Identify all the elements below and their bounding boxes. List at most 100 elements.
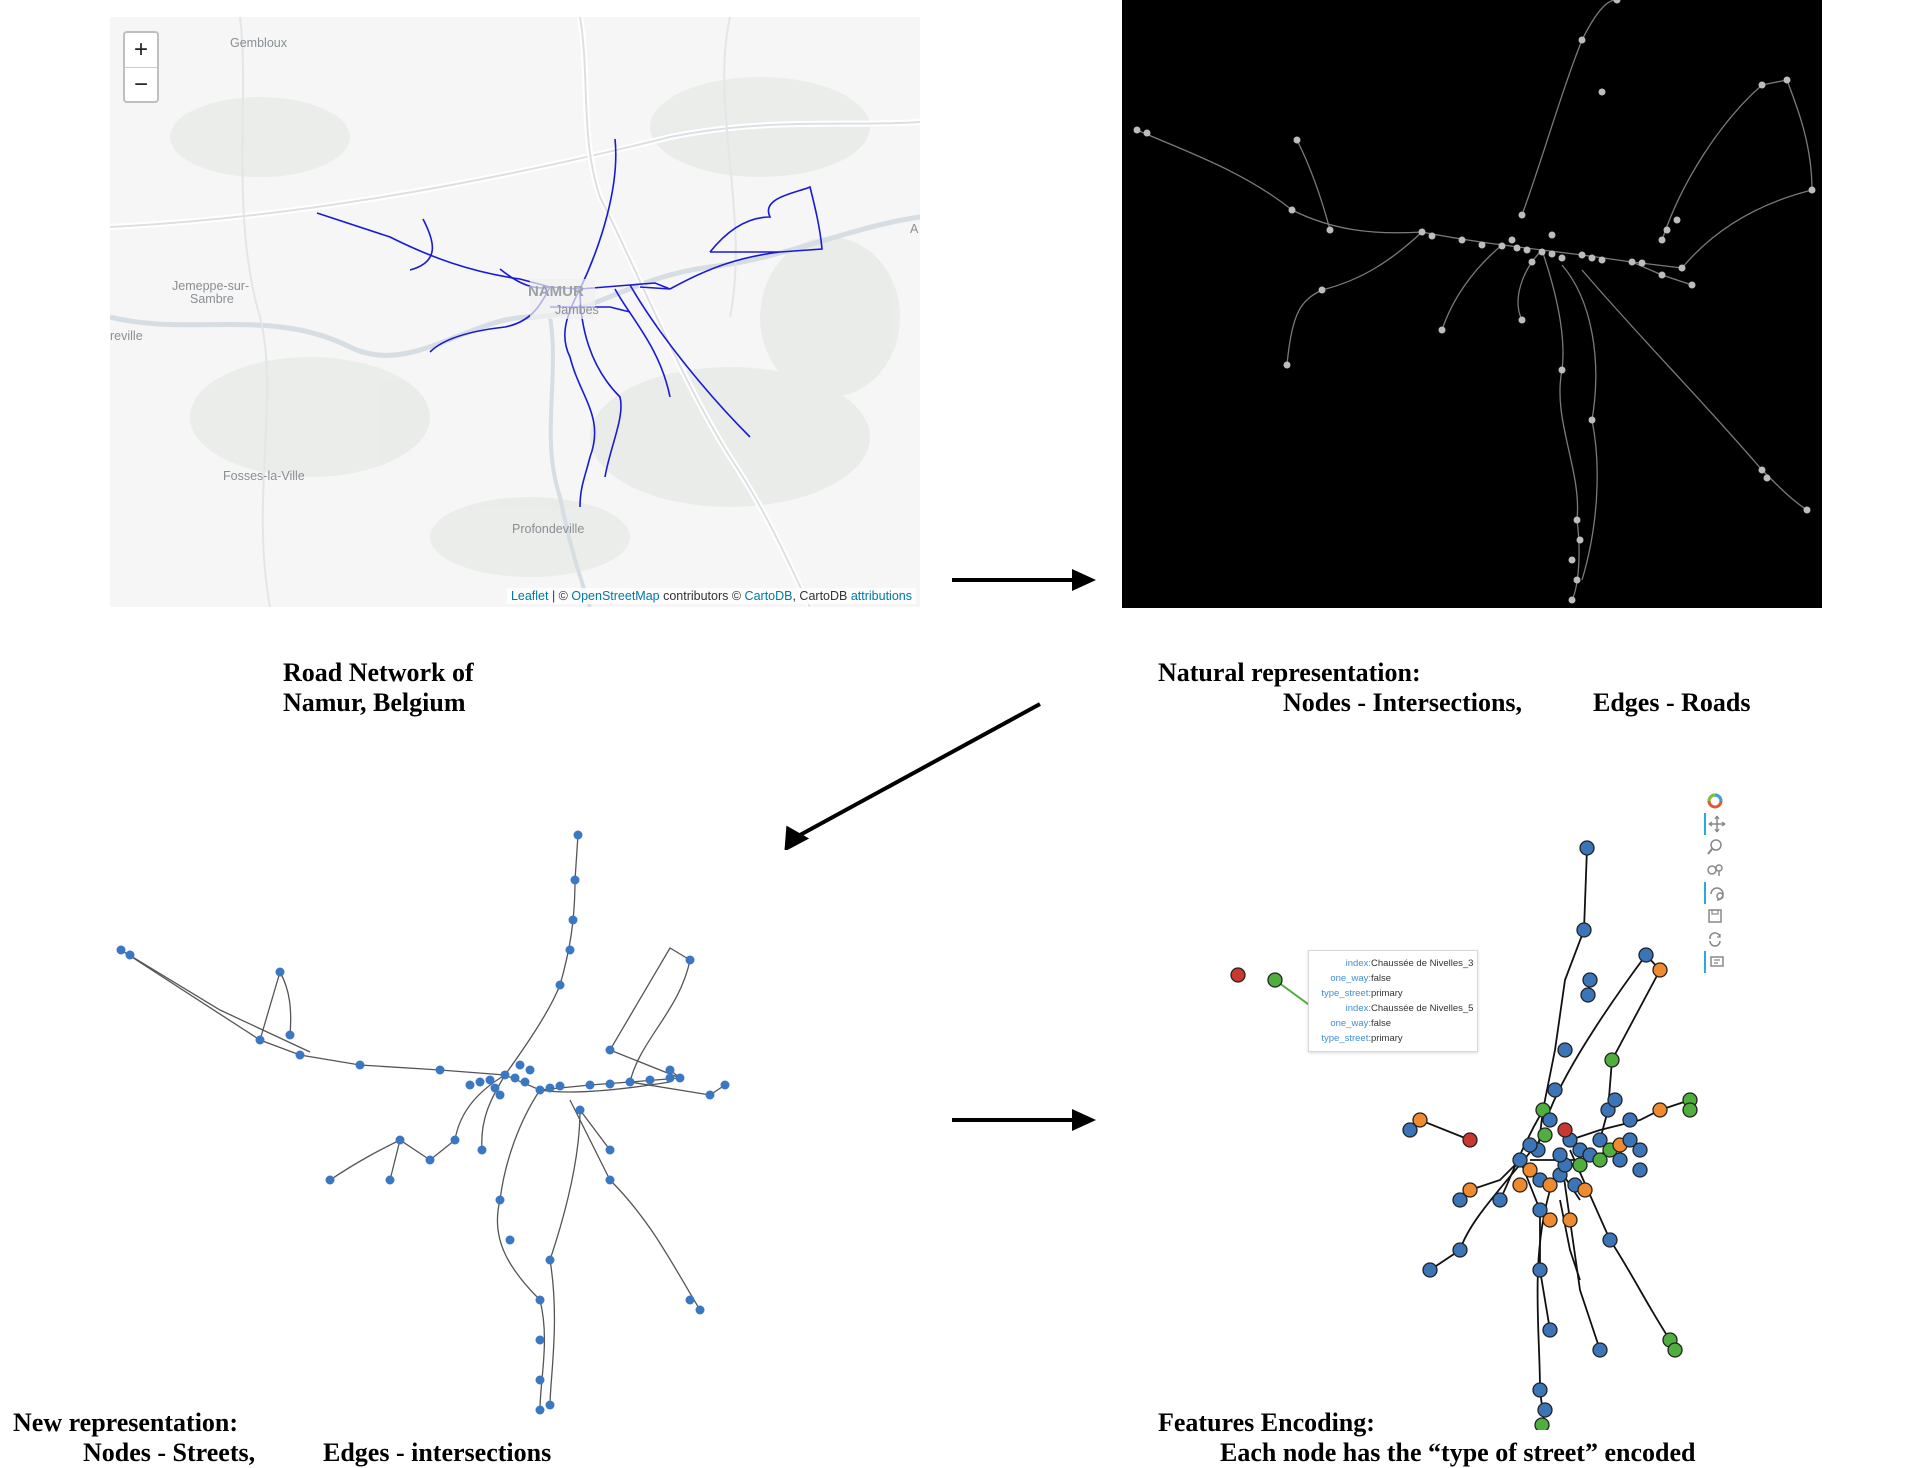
street-node — [520, 1077, 530, 1087]
natural-node — [1673, 216, 1681, 224]
natural-node — [1293, 136, 1301, 144]
feature-node — [1592, 1132, 1608, 1148]
street-node — [295, 1050, 305, 1060]
cartodb-link[interactable]: CartoDB — [744, 589, 793, 603]
street-node — [465, 1080, 475, 1090]
wheel-zoom-active-icon[interactable] — [1704, 882, 1728, 904]
arrow-map-to-natural — [952, 569, 1096, 591]
feature-node — [1602, 1232, 1618, 1248]
zoom-out-button[interactable]: − — [133, 71, 148, 98]
feature-node — [1612, 1152, 1628, 1168]
feature-node — [1576, 922, 1592, 938]
feature-node — [1542, 1322, 1558, 1338]
street-node — [645, 1075, 655, 1085]
street-node — [285, 1030, 295, 1040]
street-node — [665, 1073, 675, 1083]
street-node — [355, 1060, 365, 1070]
street-node — [573, 830, 583, 840]
natural-node — [1763, 474, 1771, 482]
feature-node — [1542, 1112, 1558, 1128]
natural-node — [1288, 206, 1296, 214]
natural-node — [1758, 81, 1766, 89]
pan-tool-icon[interactable] — [1704, 813, 1728, 835]
street-node — [720, 1080, 730, 1090]
natural-node — [1528, 258, 1536, 266]
feature-node — [1632, 1162, 1648, 1178]
natural-node — [1628, 258, 1636, 266]
arrow-new-to-features — [952, 1109, 1096, 1131]
tooltip-row: type_street:primary — [1313, 986, 1473, 1001]
natural-node — [1568, 556, 1576, 564]
street-node — [495, 1090, 505, 1100]
hover-tool-icon[interactable] — [1704, 951, 1728, 973]
arrow-natural-to-new — [784, 702, 1041, 850]
road-map-panel[interactable]: Gembloux Jemeppe-sur- Sambre reville NAM… — [110, 17, 920, 607]
osm-link[interactable]: OpenStreetMap — [571, 589, 660, 603]
caption-natural-line2a: Nodes - Intersections, — [1283, 688, 1523, 717]
street-node — [500, 1070, 510, 1080]
natural-graph — [1133, 0, 1816, 604]
bokeh-logo-icon[interactable] — [1704, 790, 1726, 812]
feature-node — [1579, 840, 1595, 856]
natural-node — [1558, 366, 1566, 374]
street-node — [477, 1145, 487, 1155]
street-node — [490, 1083, 500, 1093]
feature-node — [1412, 1112, 1428, 1128]
feature-node — [1492, 1192, 1508, 1208]
street-node — [575, 1105, 585, 1115]
zoom-in-button[interactable]: + — [125, 33, 157, 68]
natural-node — [1573, 516, 1581, 524]
feature-node — [1537, 1402, 1553, 1418]
feature-node — [1402, 1122, 1418, 1138]
streets-graph — [116, 830, 730, 1415]
street-node — [425, 1155, 435, 1165]
place-fosses-la-ville: Fosses-la-Ville — [223, 469, 305, 483]
feature-node — [1532, 1262, 1548, 1278]
tooltip-key: one_way: — [1330, 973, 1371, 984]
street-node — [535, 1335, 545, 1345]
natural-node — [1283, 361, 1291, 369]
feature-node — [1230, 967, 1246, 983]
street-node — [605, 1045, 615, 1055]
natural-node — [1663, 226, 1671, 234]
feature-node — [1638, 947, 1654, 963]
tooltip-value: Chaussée de Nivelles_5 — [1371, 1003, 1474, 1014]
feature-node — [1604, 1052, 1620, 1068]
natural-node — [1578, 36, 1586, 44]
feature-node — [1652, 962, 1668, 978]
attrib-sep1: | © — [548, 589, 572, 603]
street-node — [705, 1090, 715, 1100]
street-node — [255, 1035, 265, 1045]
street-node — [505, 1235, 515, 1245]
street-node — [695, 1305, 705, 1315]
street-node — [515, 1060, 525, 1070]
street-node — [565, 945, 575, 955]
street-node — [665, 1065, 675, 1075]
street-node — [475, 1077, 485, 1087]
street-node — [685, 1295, 695, 1305]
leaflet-link[interactable]: Leaflet — [510, 589, 549, 603]
feature-node — [1562, 1212, 1578, 1228]
feature-node — [1452, 1242, 1468, 1258]
feature-node — [1577, 1182, 1593, 1198]
street-node — [555, 980, 565, 990]
natural-node — [1638, 259, 1646, 267]
box-zoom-icon[interactable] — [1704, 836, 1726, 858]
attributions-link[interactable]: attributions — [850, 589, 912, 603]
save-icon[interactable] — [1704, 905, 1726, 927]
wheel-zoom-icon[interactable] — [1704, 859, 1726, 881]
feature-node — [1667, 1342, 1683, 1358]
street-node — [545, 1083, 555, 1093]
natural-node — [1678, 264, 1686, 272]
feature-node — [1422, 1262, 1438, 1278]
tooltip-row: index:Chaussée de Nivelles_5 — [1313, 1001, 1474, 1016]
feature-node — [1512, 1152, 1528, 1168]
natural-node — [1588, 416, 1596, 424]
street-node — [545, 1400, 555, 1410]
feature-node — [1462, 1132, 1478, 1148]
natural-node — [1133, 126, 1141, 134]
street-node — [535, 1405, 545, 1415]
natural-node — [1143, 129, 1151, 137]
reset-icon[interactable] — [1704, 928, 1726, 950]
tooltip-value: primary — [1371, 988, 1403, 999]
